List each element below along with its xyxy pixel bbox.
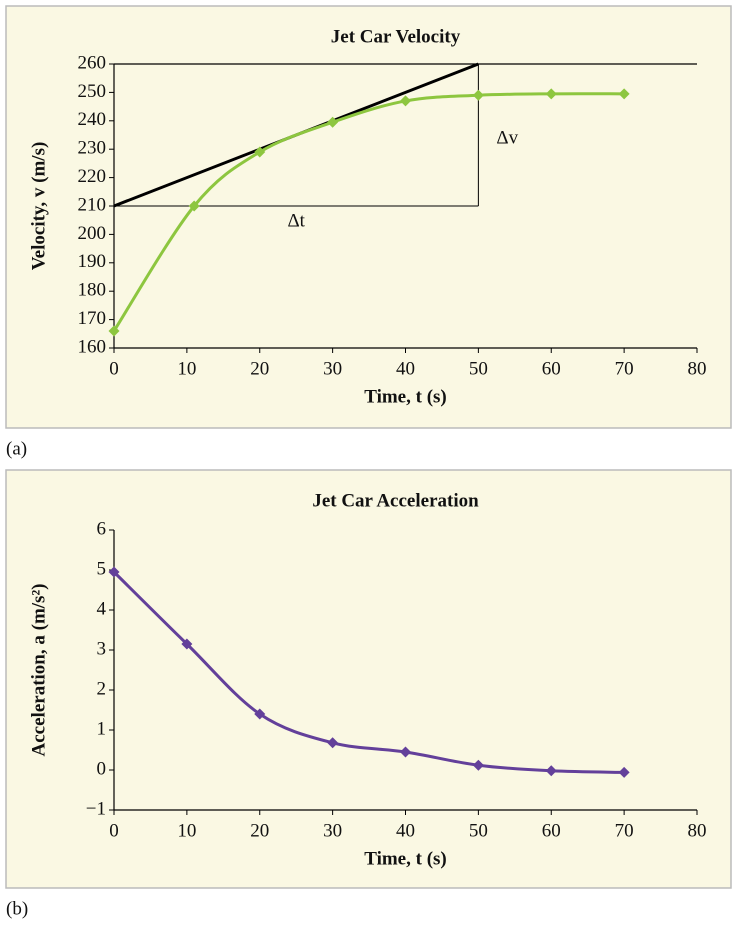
chart-title: Jet Car Acceleration: [312, 490, 479, 511]
y-tick-label: 170: [78, 308, 107, 329]
y-tick-label: 200: [78, 223, 107, 244]
x-tick-label: 30: [323, 820, 342, 841]
panel-label: (a): [6, 438, 27, 459]
x-tick-label: 60: [542, 358, 561, 379]
data-point: [400, 746, 411, 758]
data-point: [545, 88, 557, 100]
x-axis-label: Time, t (s): [364, 386, 447, 407]
x-tick-label: 70: [615, 358, 634, 379]
panel-background: [5, 469, 732, 889]
annotation: Δt: [287, 210, 305, 231]
y-axis-label: Velocity, v (m/s): [28, 142, 49, 271]
data-point: [472, 89, 484, 101]
data-point: [618, 766, 630, 778]
x-tick-label: 10: [177, 358, 196, 379]
y-tick-label: 0: [97, 758, 107, 779]
data-point: [472, 759, 484, 771]
y-tick-label: 180: [78, 280, 107, 301]
y-tick-label: 5: [97, 558, 107, 579]
x-tick-label: 10: [177, 820, 196, 841]
data-point: [327, 737, 339, 749]
x-axis-label: Time, t (s): [364, 848, 447, 869]
x-tick-label: 60: [542, 820, 561, 841]
x-tick-label: 20: [250, 820, 269, 841]
y-tick-label: 210: [78, 194, 107, 215]
y-tick-label: 240: [78, 109, 107, 130]
annotation: Δv: [496, 127, 518, 148]
x-tick-label: 30: [323, 358, 342, 379]
x-tick-label: 70: [615, 820, 634, 841]
y-tick-label: 1: [97, 718, 107, 739]
data-point: [327, 116, 339, 128]
data-point: [545, 765, 557, 777]
y-tick-label: 6: [97, 518, 107, 539]
data-point: [400, 95, 411, 107]
data-point: [254, 708, 266, 720]
x-tick-label: 80: [688, 820, 707, 841]
y-tick-label: 260: [78, 52, 107, 73]
x-tick-label: 40: [396, 358, 415, 379]
y-tick-label: −1: [86, 798, 106, 819]
x-tick-label: 80: [688, 358, 707, 379]
y-tick-label: 2: [97, 678, 107, 699]
x-tick-label: 0: [109, 358, 119, 379]
x-tick-label: 0: [109, 820, 119, 841]
y-axis-label: Acceleration, a (m/s²): [28, 584, 49, 757]
y-tick-label: 3: [97, 638, 107, 659]
data-point: [108, 566, 120, 578]
y-tick-label: 230: [78, 138, 107, 159]
data-point: [618, 88, 630, 100]
y-tick-label: 4: [97, 598, 107, 619]
data-point: [181, 638, 193, 650]
chart-title: Jet Car Velocity: [331, 26, 461, 47]
y-tick-label: 190: [78, 251, 107, 272]
panel-label: (b): [6, 898, 28, 919]
y-tick-label: 250: [78, 81, 107, 102]
x-tick-label: 40: [396, 820, 415, 841]
panel-background: [5, 5, 732, 429]
data-point: [254, 146, 266, 158]
x-tick-label: 50: [469, 358, 488, 379]
data-point: [108, 325, 120, 337]
y-tick-label: 160: [78, 336, 107, 357]
data-point: [188, 200, 200, 212]
x-tick-label: 20: [250, 358, 269, 379]
x-tick-label: 50: [469, 820, 488, 841]
y-tick-label: 220: [78, 166, 107, 187]
